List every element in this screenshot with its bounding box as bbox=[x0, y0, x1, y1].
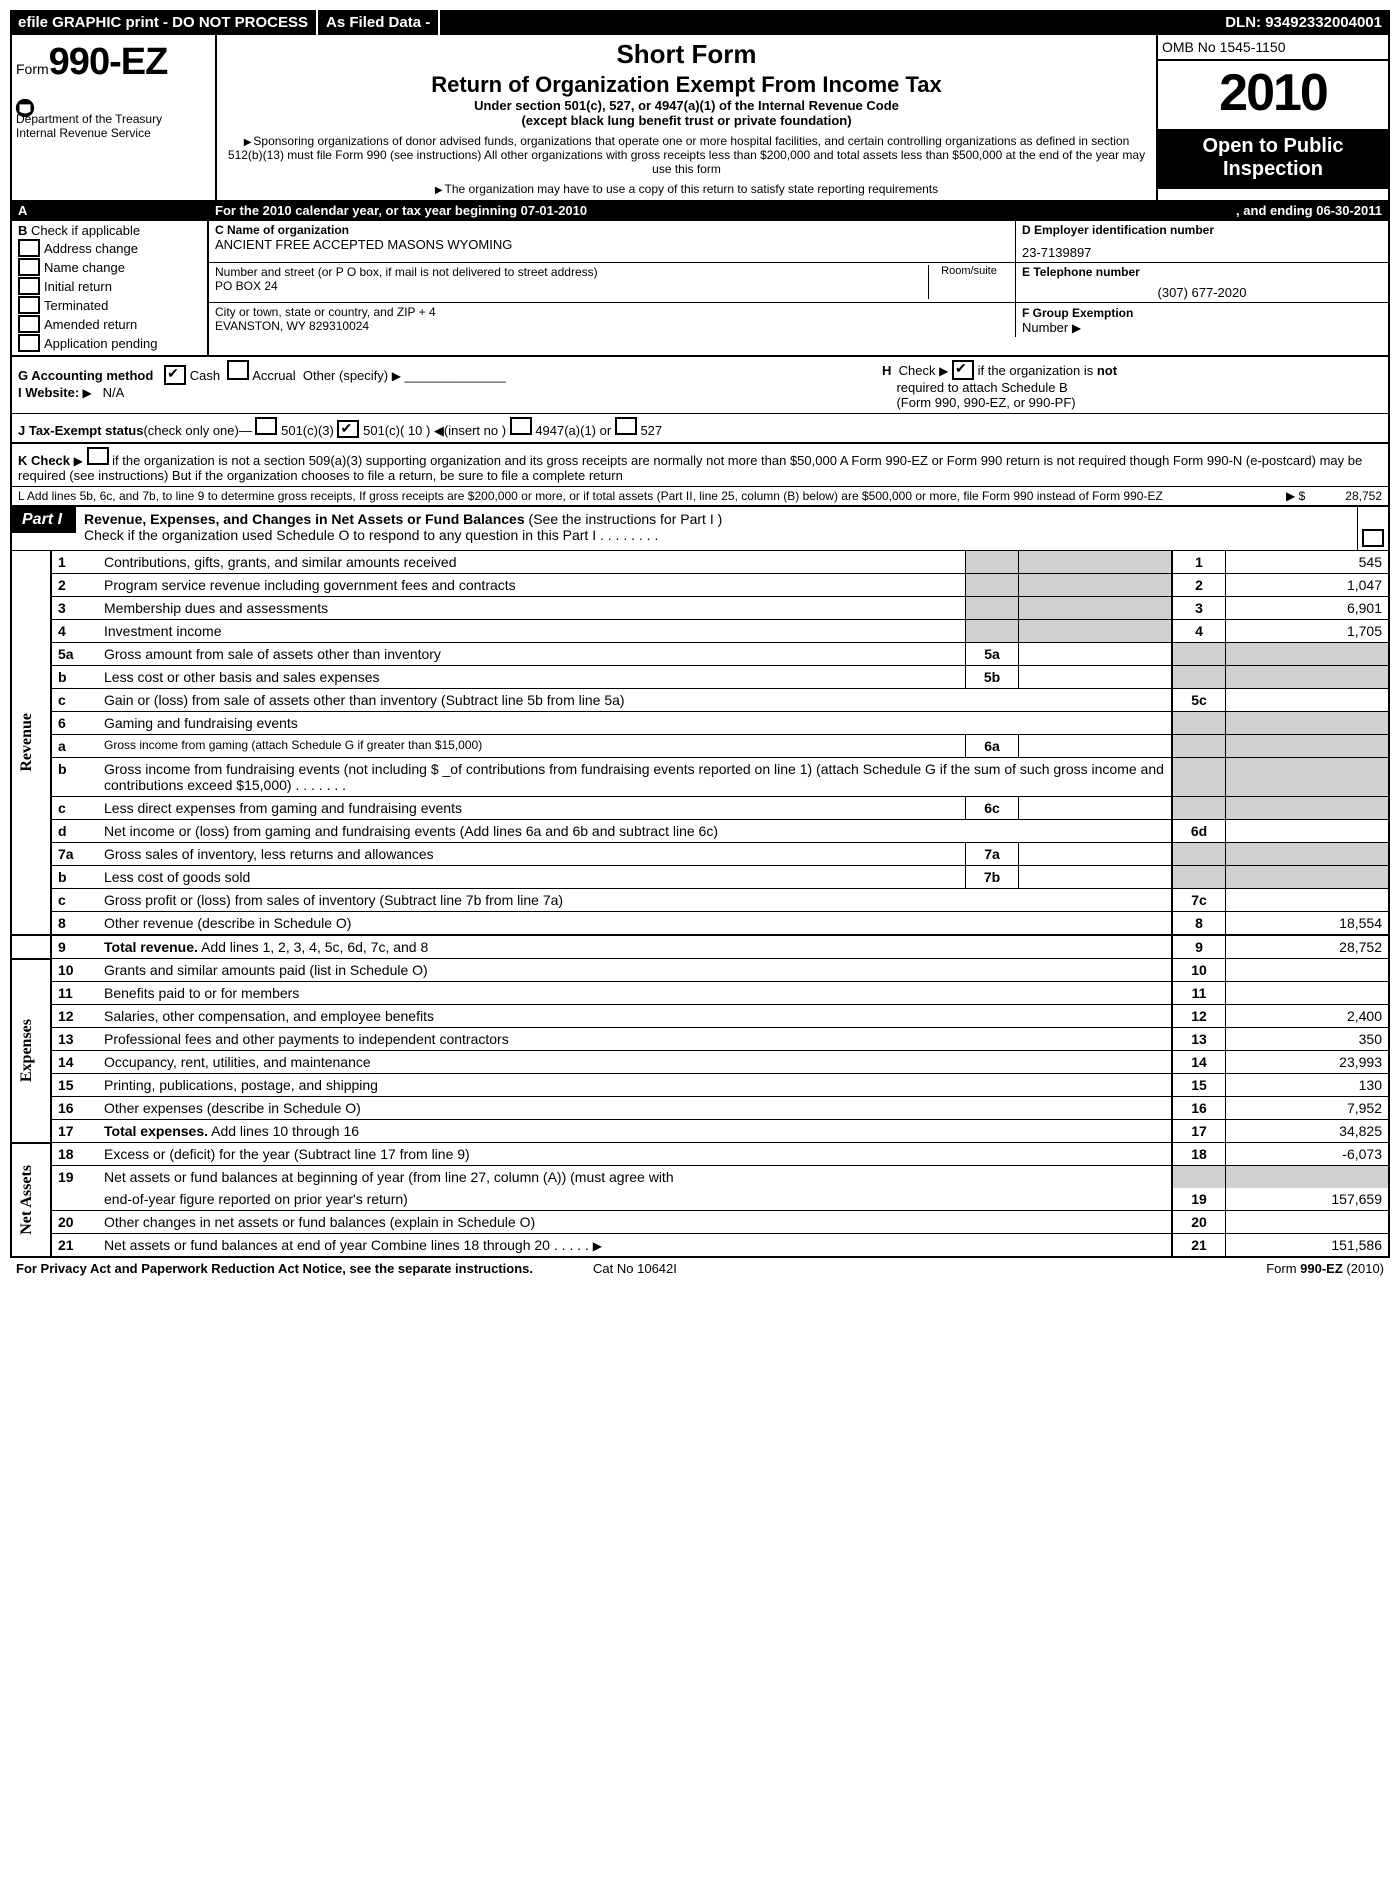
527-checkbox[interactable] bbox=[615, 417, 637, 435]
amended-return-checkbox[interactable] bbox=[18, 315, 40, 333]
city-cell: City or town, state or country, and ZIP … bbox=[209, 303, 1015, 337]
tax-year: 2010 bbox=[1158, 61, 1388, 131]
state-copy-text: The organization may have to use a copy … bbox=[225, 182, 1148, 196]
form-number: Form990-EZ bbox=[16, 41, 211, 84]
accounting-website-row: G Accounting method Cash Accrual Other (… bbox=[10, 357, 1390, 414]
expenses-side-label: Expenses bbox=[18, 1019, 36, 1082]
street-address: PO BOX 24 bbox=[215, 279, 1009, 293]
address-change-checkbox[interactable] bbox=[18, 239, 40, 257]
ein-value: 23-7139897 bbox=[1022, 245, 1382, 260]
section-h: H Check if the organization is not requi… bbox=[882, 360, 1382, 410]
org-details: For the 2010 calendar year, or tax year … bbox=[209, 200, 1388, 355]
tax-exempt-status-row: J Tax-Exempt status(check only one)— 501… bbox=[10, 414, 1390, 444]
part-1-tag: Part I bbox=[12, 507, 76, 533]
website-value: N/A bbox=[103, 385, 125, 400]
part-1-title: Revenue, Expenses, and Changes in Net As… bbox=[76, 507, 1357, 547]
return-title: Return of Organization Exempt From Incom… bbox=[225, 72, 1148, 98]
form-id-block: Form990-EZ Department of the Treasury In… bbox=[12, 35, 217, 200]
irs-label: Internal Revenue Service bbox=[16, 126, 211, 140]
501c3-checkbox[interactable] bbox=[255, 417, 277, 435]
city-value: EVANSTON, WY 829310024 bbox=[215, 319, 1009, 333]
irs-crest-icon bbox=[14, 97, 36, 119]
short-form-title: Short Form bbox=[225, 39, 1148, 70]
initial-return-checkbox[interactable] bbox=[18, 277, 40, 295]
cat-no: Cat No 10642I bbox=[593, 1261, 677, 1276]
asfiled-label: As Filed Data - bbox=[318, 10, 440, 35]
efile-label: efile GRAPHIC print - DO NOT PROCESS bbox=[10, 10, 318, 35]
subtitle-1: Under section 501(c), 527, or 4947(a)(1)… bbox=[225, 98, 1148, 113]
form-footer: Form 990-EZ (2010) bbox=[1266, 1261, 1384, 1276]
header-title-block: Short Form Return of Organization Exempt… bbox=[217, 35, 1156, 200]
section-b: A B Check if applicable Address change N… bbox=[12, 200, 209, 355]
501c-checkbox[interactable] bbox=[337, 420, 359, 438]
top-bar: efile GRAPHIC print - DO NOT PROCESS As … bbox=[10, 10, 1390, 35]
application-pending-checkbox[interactable] bbox=[18, 334, 40, 352]
part-1-table: Revenue 1Contributions, gifts, grants, a… bbox=[10, 551, 1390, 1258]
ein-cell: D Employer identification number 23-7139… bbox=[1015, 221, 1388, 262]
dept-label: Department of the Treasury bbox=[16, 112, 211, 126]
revenue-side-label: Revenue bbox=[18, 713, 36, 772]
cash-checkbox[interactable] bbox=[164, 365, 186, 385]
group-exemption-cell: F Group Exemption Number bbox=[1015, 303, 1388, 337]
terminated-checkbox[interactable] bbox=[18, 296, 40, 314]
schedule-b-not-required-checkbox[interactable] bbox=[952, 360, 974, 380]
l-amount: 28,752 bbox=[1345, 489, 1382, 503]
org-name-cell: C Name of organization ANCIENT FREE ACCE… bbox=[209, 221, 1015, 262]
k-checkbox[interactable] bbox=[87, 447, 109, 465]
part-1-schedule-o-checkbox[interactable] bbox=[1357, 507, 1388, 550]
check-if-applicable: B Check if applicable Address change Nam… bbox=[12, 221, 207, 355]
header: Form990-EZ Department of the Treasury In… bbox=[10, 35, 1390, 200]
org-name: ANCIENT FREE ACCEPTED MASONS WYOMING bbox=[215, 237, 1009, 252]
omb-number: OMB No 1545-1150 bbox=[1158, 35, 1388, 61]
net-assets-side-label: Net Assets bbox=[18, 1165, 36, 1235]
section-k: K Check if the organization is not a sec… bbox=[10, 444, 1390, 487]
footer: For Privacy Act and Paperwork Reduction … bbox=[10, 1258, 1390, 1279]
phone-value: (307) 677-2020 bbox=[1022, 285, 1382, 300]
cal-year-label: A bbox=[12, 200, 207, 221]
phone-cell: E Telephone number (307) 677-2020 bbox=[1015, 263, 1388, 302]
room-suite: Room/suite bbox=[928, 265, 1009, 299]
part-1-header: Part I Revenue, Expenses, and Changes in… bbox=[10, 507, 1390, 551]
address-cell: Number and street (or P O box, if mail i… bbox=[209, 263, 1015, 302]
dln: DLN: 93492332004001 bbox=[1217, 10, 1390, 35]
subtitle-2: (except black lung benefit trust or priv… bbox=[225, 113, 1148, 128]
form-page: efile GRAPHIC print - DO NOT PROCESS As … bbox=[10, 10, 1390, 1279]
section-l: L Add lines 5b, 6c, and 7b, to line 9 to… bbox=[10, 487, 1390, 507]
cal-year-line: For the 2010 calendar year, or tax year … bbox=[209, 200, 1388, 221]
4947-checkbox[interactable] bbox=[510, 417, 532, 435]
org-info-block: A B Check if applicable Address change N… bbox=[10, 200, 1390, 357]
accrual-checkbox[interactable] bbox=[227, 360, 249, 380]
open-to-public: Open to Public Inspection bbox=[1158, 131, 1388, 189]
header-right: OMB No 1545-1150 2010 Open to Public Ins… bbox=[1156, 35, 1388, 200]
sponsor-text: Sponsoring organizations of donor advise… bbox=[225, 134, 1148, 176]
name-change-checkbox[interactable] bbox=[18, 258, 40, 276]
